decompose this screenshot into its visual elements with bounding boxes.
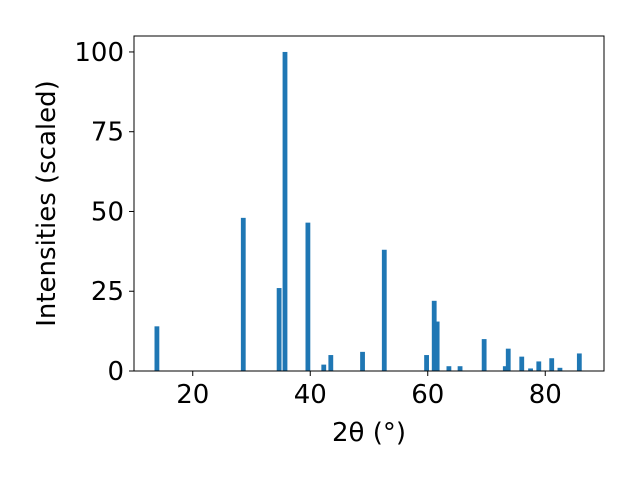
y-tick-label: 75 [91, 118, 124, 148]
bar [549, 358, 555, 371]
bar [381, 249, 387, 371]
bar [240, 217, 246, 371]
bar [360, 351, 365, 371]
bar [305, 222, 311, 371]
bar [154, 326, 160, 371]
bars-group [154, 51, 582, 371]
x-tick-label: 40 [294, 380, 327, 410]
y-axis: 0 25 50 75 100 [74, 38, 134, 387]
bar [502, 366, 508, 371]
bar [431, 300, 437, 371]
bar [576, 353, 582, 371]
y-tick-label: 100 [74, 38, 124, 68]
bar [457, 366, 463, 371]
x-tick-label: 80 [529, 380, 562, 410]
bar [528, 368, 533, 371]
bar [434, 321, 440, 371]
bar [321, 364, 327, 371]
x-axis: 20 40 60 80 [176, 371, 562, 410]
y-tick-label: 50 [91, 197, 124, 227]
x-axis-label: 2θ (°) [332, 418, 406, 448]
bar [282, 51, 288, 371]
y-tick-label: 25 [91, 277, 124, 307]
bar [557, 367, 563, 371]
bar [505, 348, 511, 371]
y-axis-label: Intensities (scaled) [32, 80, 62, 327]
bar [328, 355, 334, 371]
bar [424, 355, 429, 371]
x-tick-label: 60 [411, 380, 444, 410]
y-tick-label: 0 [107, 357, 124, 387]
plot-frame [133, 35, 605, 372]
bar [519, 356, 525, 371]
x-tick-label: 20 [176, 380, 209, 410]
bar [446, 366, 452, 371]
bar [481, 339, 487, 371]
bar [276, 288, 282, 371]
bar [536, 361, 542, 371]
